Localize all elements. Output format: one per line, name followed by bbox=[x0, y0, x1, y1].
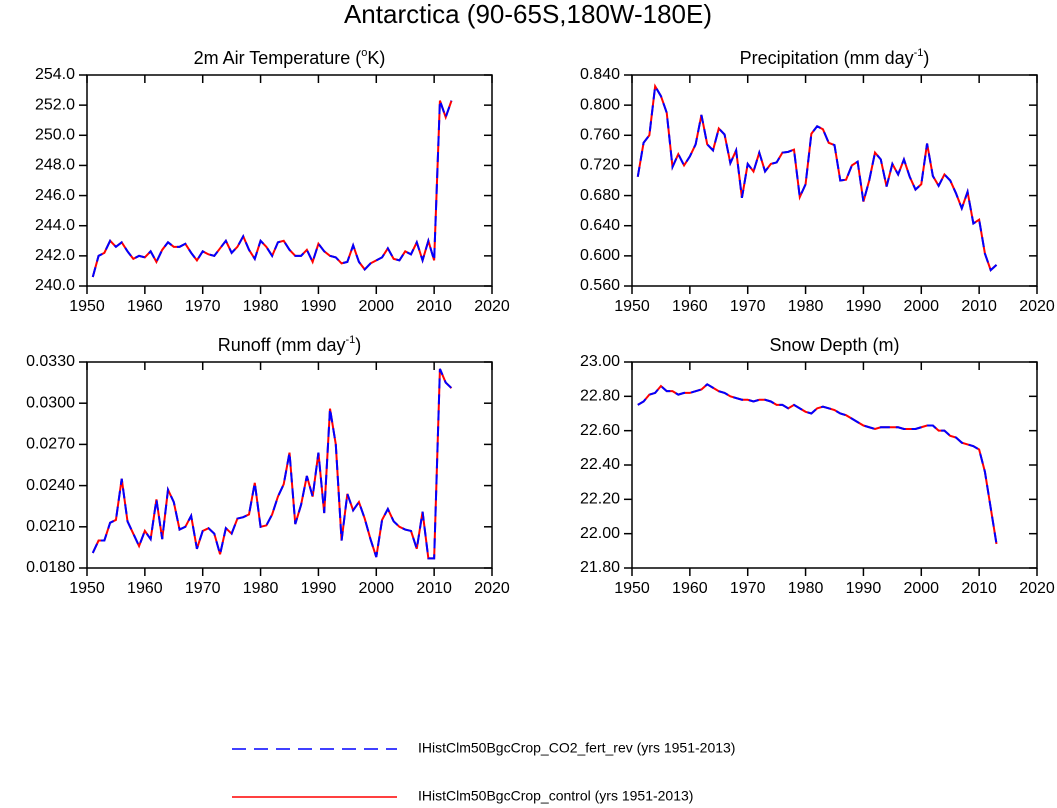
y-tick-label: 0.840 bbox=[580, 66, 620, 83]
x-tick-label: 1950 bbox=[614, 298, 650, 315]
y-tick-label: 254.0 bbox=[35, 66, 75, 83]
x-tick-label: 2010 bbox=[961, 298, 997, 315]
x-tick-label: 2000 bbox=[903, 298, 939, 315]
x-tick-label: 1980 bbox=[243, 298, 279, 315]
y-tick-label: 0.0210 bbox=[26, 518, 75, 535]
x-tick-label: 1960 bbox=[672, 298, 708, 315]
title-part: Precipitation (mm day bbox=[740, 48, 914, 68]
title-part: Runoff (mm day bbox=[218, 335, 346, 355]
plot-frame bbox=[631, 74, 1038, 287]
y-tick-label: 0.560 bbox=[580, 277, 620, 294]
x-tick-label: 2010 bbox=[961, 580, 997, 597]
x-tick-label: 2020 bbox=[474, 298, 510, 315]
x-tick-label: 1980 bbox=[788, 580, 824, 597]
panel-title: Precipitation (mm day-1) bbox=[740, 47, 930, 68]
figure-title: Antarctica (90-65S,180W-180E) bbox=[344, 0, 712, 29]
x-tick-label: 1980 bbox=[243, 580, 279, 597]
title-part: 2m Air Temperature ( bbox=[194, 48, 362, 68]
series-line bbox=[91, 368, 453, 560]
x-tick-label: 1970 bbox=[185, 580, 221, 597]
x-tick-label: 1950 bbox=[69, 298, 105, 315]
series-line bbox=[91, 368, 453, 560]
x-tick-label: 1990 bbox=[301, 580, 337, 597]
title-part: -1 bbox=[914, 47, 924, 59]
title-part: ) bbox=[923, 48, 929, 68]
x-tick-label: 1990 bbox=[846, 580, 882, 597]
panel-title: Runoff (mm day-1) bbox=[218, 334, 362, 355]
x-tick-label: 1980 bbox=[788, 298, 824, 315]
y-tick-label: 21.80 bbox=[580, 559, 620, 576]
series-line bbox=[91, 100, 453, 278]
y-tick-label: 0.760 bbox=[580, 127, 620, 144]
series-line bbox=[636, 83, 998, 272]
y-tick-label: 242.0 bbox=[35, 247, 75, 264]
y-tick-label: 22.40 bbox=[580, 456, 620, 473]
x-tick-label: 2010 bbox=[416, 298, 452, 315]
panel-title: Snow Depth (m) bbox=[769, 335, 899, 355]
series-line bbox=[637, 383, 998, 545]
legend-label: IHistClm50BgcCrop_CO2_fert_rev (yrs 1951… bbox=[418, 740, 735, 756]
x-tick-label: 2010 bbox=[416, 580, 452, 597]
x-tick-label: 2020 bbox=[474, 580, 510, 597]
x-tick-label: 2000 bbox=[903, 580, 939, 597]
y-tick-label: 0.0240 bbox=[26, 477, 75, 494]
y-tick-label: 0.600 bbox=[580, 247, 620, 264]
y-tick-label: 250.0 bbox=[35, 127, 75, 144]
x-tick-label: 1960 bbox=[127, 580, 163, 597]
y-tick-label: 246.0 bbox=[35, 187, 75, 204]
x-tick-label: 1960 bbox=[127, 298, 163, 315]
y-tick-label: 22.60 bbox=[580, 422, 620, 439]
y-tick-label: 0.640 bbox=[580, 217, 620, 234]
plot-frame bbox=[86, 361, 493, 569]
panel-title: 2m Air Temperature (oK) bbox=[194, 47, 386, 68]
y-tick-label: 23.00 bbox=[580, 353, 620, 370]
title-part: -1 bbox=[345, 334, 355, 346]
y-tick-label: 252.0 bbox=[35, 96, 75, 113]
y-tick-label: 240.0 bbox=[35, 277, 75, 294]
x-tick-label: 1950 bbox=[69, 580, 105, 597]
x-tick-label: 1970 bbox=[730, 580, 766, 597]
y-tick-label: 0.0270 bbox=[26, 436, 75, 453]
y-tick-label: 0.0330 bbox=[26, 353, 75, 370]
x-tick-label: 2000 bbox=[358, 580, 394, 597]
title-part: K) bbox=[367, 48, 385, 68]
x-tick-label: 1990 bbox=[301, 298, 337, 315]
legend-label: IHistClm50BgcCrop_control (yrs 1951-2013… bbox=[418, 788, 693, 804]
y-tick-label: 22.00 bbox=[580, 525, 620, 542]
series-line bbox=[636, 83, 998, 272]
x-tick-label: 1950 bbox=[614, 580, 650, 597]
x-tick-label: 2020 bbox=[1019, 580, 1055, 597]
y-tick-label: 0.680 bbox=[580, 187, 620, 204]
plot-frame bbox=[86, 74, 493, 287]
title-part: o bbox=[361, 47, 367, 59]
y-tick-label: 0.0180 bbox=[26, 559, 75, 576]
y-tick-label: 244.0 bbox=[35, 217, 75, 234]
y-tick-label: 248.0 bbox=[35, 157, 75, 174]
title-part: Snow Depth (m) bbox=[769, 335, 899, 355]
x-tick-label: 1960 bbox=[672, 580, 708, 597]
y-tick-label: 0.720 bbox=[580, 157, 620, 174]
x-tick-label: 1970 bbox=[185, 298, 221, 315]
x-tick-label: 1970 bbox=[730, 298, 766, 315]
x-tick-label: 1990 bbox=[846, 298, 882, 315]
y-tick-label: 0.0300 bbox=[26, 394, 75, 411]
series-line bbox=[637, 383, 998, 545]
x-tick-label: 2000 bbox=[358, 298, 394, 315]
series-line bbox=[91, 100, 453, 278]
x-tick-label: 2020 bbox=[1019, 298, 1055, 315]
y-tick-label: 22.80 bbox=[580, 388, 620, 405]
y-tick-label: 0.800 bbox=[580, 96, 620, 113]
title-part: ) bbox=[355, 335, 361, 355]
y-tick-label: 22.20 bbox=[580, 491, 620, 508]
